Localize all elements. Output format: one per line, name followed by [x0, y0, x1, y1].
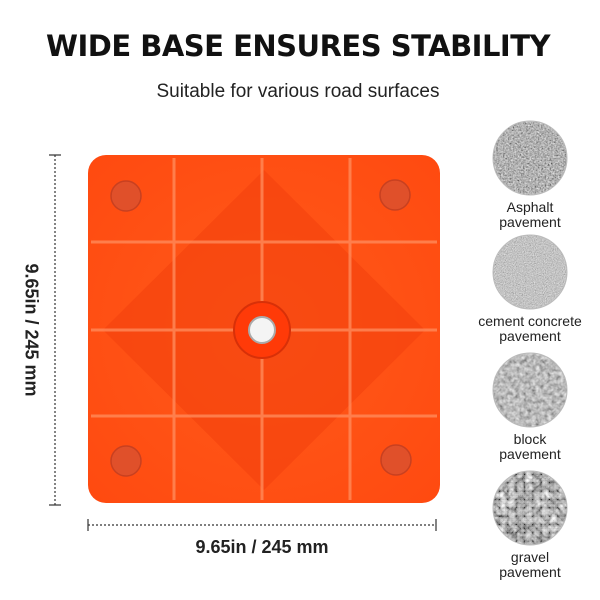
- surface-outline: [492, 234, 568, 310]
- dimension-lines: [49, 154, 437, 531]
- center-hole: [248, 316, 276, 344]
- surface-label: cement concrete: [478, 313, 582, 329]
- surface-outline: [492, 470, 568, 546]
- title: WIDE BASE ENSURES STABILITY: [46, 29, 552, 63]
- surface-texture: [493, 471, 567, 545]
- surface-label: pavement: [499, 564, 561, 580]
- subtitle: Suitable for various road surfaces: [156, 81, 439, 102]
- base-plate: [88, 155, 440, 503]
- surface-label: block: [514, 431, 548, 447]
- plate-feet: [110, 179, 412, 477]
- surface-outline: [492, 352, 568, 428]
- surface-label: pavement: [499, 214, 561, 230]
- surface-label: gravel: [511, 549, 549, 565]
- surface-label: Asphalt: [507, 199, 554, 215]
- height-label: 9.65in / 245 mm: [21, 263, 41, 396]
- plate-ribs: [91, 158, 437, 500]
- width-label: 9.65in / 245 mm: [195, 537, 328, 557]
- surface-outline: [492, 120, 568, 196]
- surface-texture: [493, 353, 567, 427]
- surface-label: pavement: [499, 328, 561, 344]
- surface-texture: [493, 121, 567, 195]
- surface-label: pavement: [499, 446, 561, 462]
- surface-texture: [493, 235, 567, 309]
